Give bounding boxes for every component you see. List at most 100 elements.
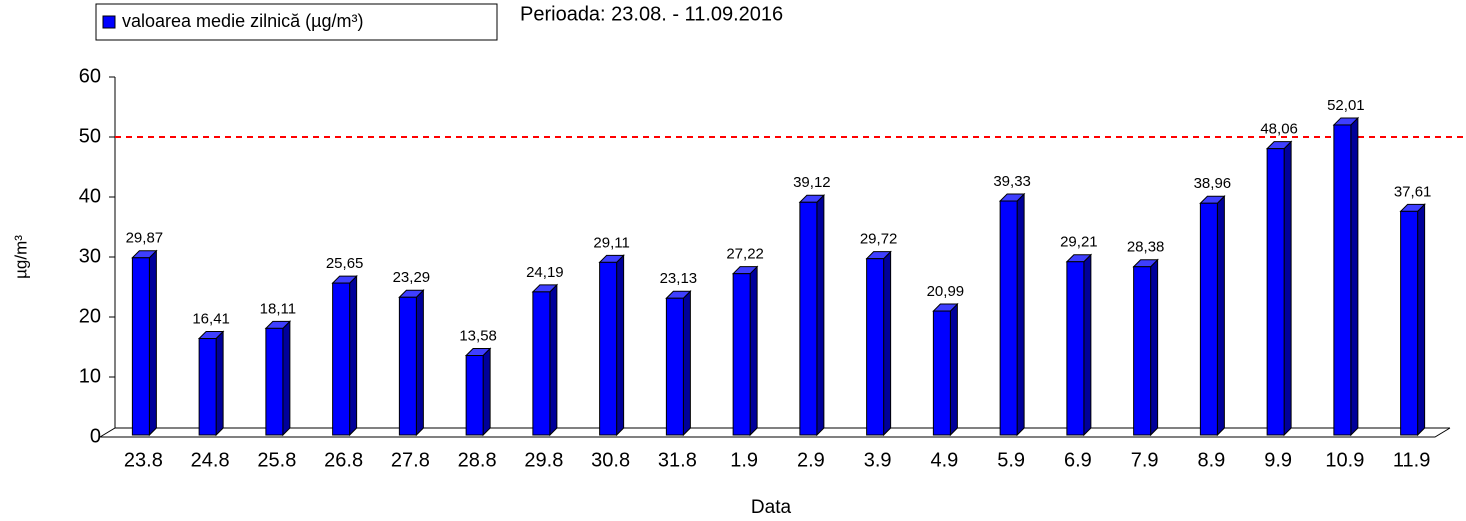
bar: [598, 254, 625, 437]
x-tick-label: 9.9: [1264, 449, 1292, 471]
bar-front: [732, 273, 751, 436]
bar: [998, 192, 1026, 437]
bar-side: [415, 289, 424, 437]
bar: [464, 347, 492, 437]
floor: [99, 427, 1451, 438]
bar-side: [482, 347, 491, 437]
bar-side: [349, 274, 358, 437]
bar: [1332, 116, 1360, 437]
legend-swatch: [102, 15, 116, 29]
x-tick-label: 26.8: [324, 449, 363, 471]
x-tick-label: 24.8: [191, 449, 230, 471]
bar: [1265, 140, 1293, 437]
bar: [865, 250, 892, 437]
y-tick-label: 60: [79, 65, 101, 87]
bar-side: [1283, 140, 1292, 437]
bar: [398, 289, 425, 437]
x-tick-label: 4.9: [930, 449, 958, 471]
x-tick-label: 3.9: [864, 449, 892, 471]
bar: [1199, 195, 1226, 437]
bar-side: [883, 250, 892, 437]
x-tick-label: 25.8: [257, 449, 296, 471]
data-label: 48,06: [1260, 121, 1298, 138]
y-tick-label: 50: [79, 125, 101, 147]
x-tick-label: 6.9: [1064, 449, 1092, 471]
bar-front: [1266, 148, 1285, 436]
x-tick-label: 31.8: [658, 449, 697, 471]
bar: [197, 330, 225, 437]
x-tick-label: 27.8: [391, 449, 430, 471]
data-label: 23,13: [660, 270, 698, 287]
x-tick-label: 8.9: [1197, 449, 1225, 471]
bar-side: [148, 249, 157, 437]
bar: [731, 265, 759, 437]
data-label: 29,72: [860, 231, 898, 248]
data-label: 37,61: [1394, 183, 1432, 200]
data-label: 29,87: [126, 230, 164, 247]
bar-front: [332, 282, 351, 436]
bar-front: [1199, 202, 1218, 436]
bar: [1399, 203, 1426, 437]
bar: [531, 283, 559, 437]
bar-front: [398, 296, 417, 436]
bar-side: [215, 330, 224, 437]
data-label: 39,33: [993, 173, 1031, 190]
x-tick-label: 10.9: [1325, 449, 1364, 471]
data-label: 18,11: [260, 300, 296, 317]
x-tick-label: 23.8: [124, 449, 163, 471]
bar-side: [816, 194, 825, 437]
bar-front: [932, 310, 951, 436]
data-label: 24,19: [526, 264, 564, 281]
bar-front: [1333, 124, 1352, 436]
legend-label: valoarea medie zilnică (µg/m³): [122, 11, 363, 31]
bar: [331, 274, 358, 437]
chart-subtitle: Perioada: 23.08. - 11.09.2016: [520, 3, 783, 25]
y-tick-label: 40: [79, 185, 101, 207]
y-tick-label: 30: [79, 245, 101, 267]
x-tick-label: 2.9: [797, 449, 825, 471]
y-tick-label: 20: [79, 305, 101, 327]
bar-front: [198, 338, 217, 436]
data-label: 29,11: [593, 234, 629, 251]
data-label: 39,12: [793, 174, 831, 191]
y-axis-label: µg/m³: [11, 235, 30, 279]
data-label: 16,41: [192, 311, 230, 328]
bar-side: [1150, 258, 1159, 437]
bar-side: [1350, 116, 1359, 437]
bar-front: [999, 200, 1018, 436]
data-label: 27,22: [726, 246, 764, 263]
bar: [1065, 253, 1093, 437]
bar-front: [265, 327, 284, 436]
bar-front: [131, 257, 150, 436]
data-label: 20,99: [927, 283, 965, 300]
bar-front: [1133, 266, 1152, 436]
bar-front: [532, 291, 551, 436]
bar-side: [1417, 203, 1426, 437]
x-tick-label: 7.9: [1131, 449, 1159, 471]
bar: [798, 194, 826, 437]
data-label: 23,29: [393, 269, 431, 286]
bar-side: [549, 283, 558, 437]
data-label: 28,38: [1127, 239, 1165, 256]
bar-side: [616, 254, 625, 437]
bar-front: [866, 258, 885, 436]
x-axis-label: Data: [751, 497, 792, 518]
x-tick-label: 28.8: [458, 449, 497, 471]
bar-side: [1016, 192, 1025, 437]
y-tick-label: 0: [90, 425, 101, 447]
bar-side: [749, 265, 758, 437]
legend-box: [95, 3, 498, 41]
bar-front: [1400, 210, 1419, 436]
bar-front: [799, 201, 818, 436]
bar: [264, 320, 292, 437]
data-label: 38,96: [1194, 175, 1232, 192]
data-label: 25,65: [326, 255, 364, 272]
bar: [665, 290, 692, 437]
x-tick-label: 30.8: [591, 449, 630, 471]
x-tick-label: 11.9: [1393, 449, 1430, 471]
bar: [131, 249, 158, 437]
data-label: 13,58: [459, 327, 497, 344]
bar-side: [949, 302, 958, 437]
bar-side: [1083, 253, 1092, 437]
